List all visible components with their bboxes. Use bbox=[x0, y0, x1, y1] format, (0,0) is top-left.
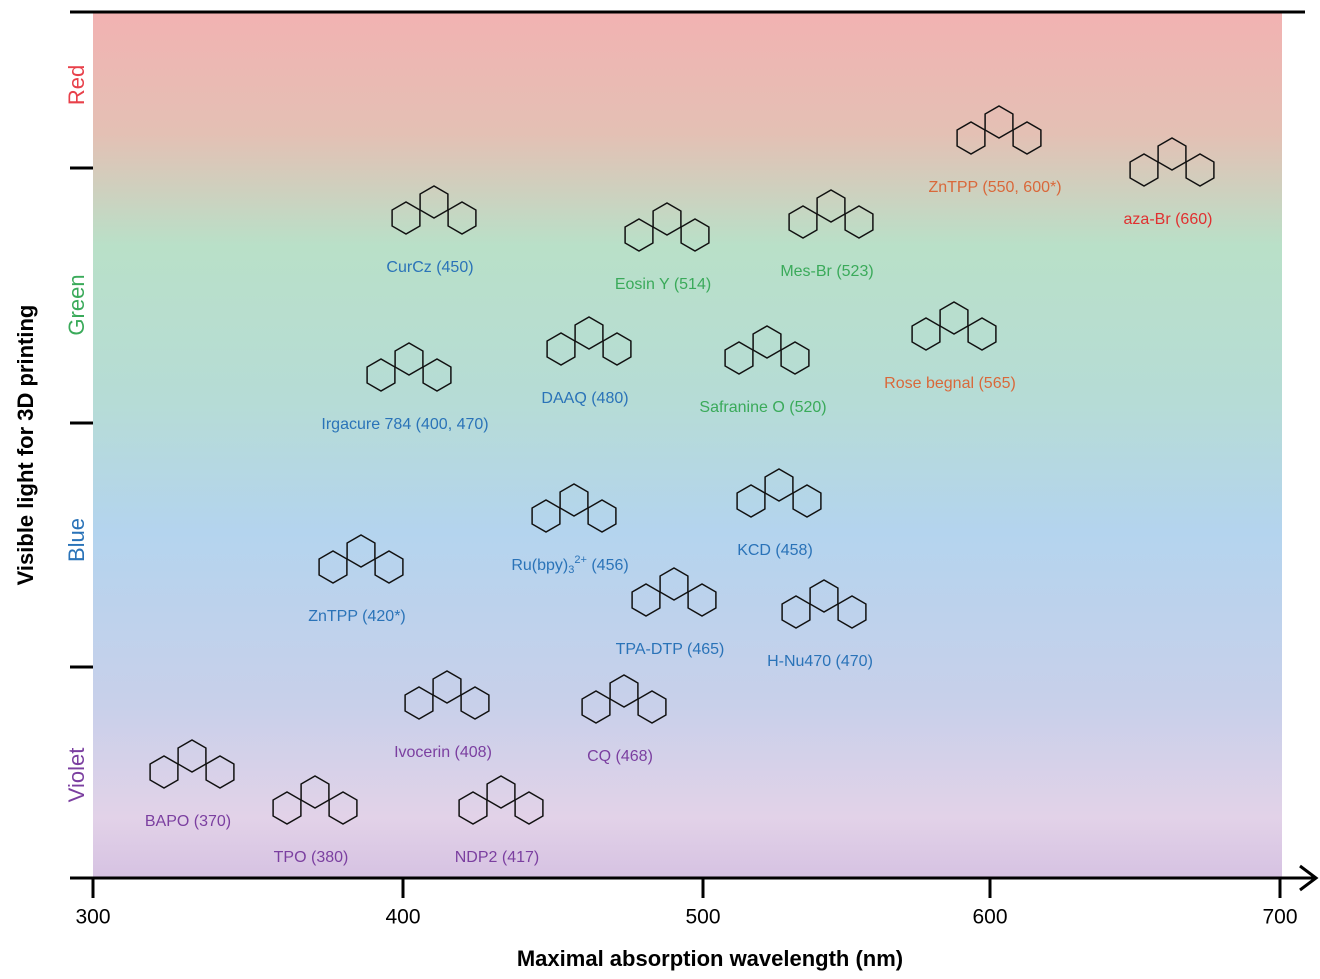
band-label: Violet bbox=[64, 748, 89, 803]
compound-label: ZnTPP (420*) bbox=[308, 608, 406, 625]
compound-label: Irgacure 784 (400, 470) bbox=[321, 416, 488, 433]
compound-label: Safranine O (520) bbox=[699, 399, 826, 416]
label-part: Ru(bpy) bbox=[511, 557, 568, 574]
compound-label: NDP2 (417) bbox=[455, 849, 539, 866]
x-tick-label: 400 bbox=[385, 906, 420, 929]
x-tick-label: 500 bbox=[685, 906, 720, 929]
x-tick-label: 600 bbox=[972, 906, 1007, 929]
band-label: Blue bbox=[64, 518, 89, 562]
compound-label: Ivocerin (408) bbox=[394, 744, 492, 761]
compound-label: TPA-DTP (465) bbox=[616, 641, 725, 658]
compound-label: CurCz (450) bbox=[386, 259, 473, 276]
compound-label: ZnTPP (550, 600*) bbox=[928, 179, 1061, 196]
band-label: Green bbox=[64, 274, 89, 335]
x-tick-label: 300 bbox=[75, 906, 110, 929]
x-axis-title: Maximal absorption wavelength (nm) bbox=[517, 946, 903, 971]
compound-label: Eosin Y (514) bbox=[615, 276, 711, 293]
compound-label: DAAQ (480) bbox=[541, 390, 628, 407]
compound-label: Rose begnal (565) bbox=[884, 375, 1016, 392]
compound-label: KCD (458) bbox=[737, 542, 813, 559]
label-part: 2+ bbox=[574, 554, 587, 566]
figure: Maximal absorption wavelength (nm) Visib… bbox=[0, 0, 1320, 974]
compound-label: TPO (380) bbox=[274, 849, 349, 866]
x-tick-label: 700 bbox=[1262, 906, 1297, 929]
y-axis-title: Visible light for 3D printing bbox=[13, 305, 38, 586]
label-part: (456) bbox=[587, 557, 629, 574]
band-label: Red bbox=[64, 65, 89, 105]
y-ticks bbox=[70, 168, 93, 667]
background bbox=[93, 12, 1282, 878]
compound-label: Mes-Br (523) bbox=[780, 263, 873, 280]
compound-label: H-Nu470 (470) bbox=[767, 653, 873, 670]
compound-label: CQ (468) bbox=[587, 748, 653, 765]
compound-label: aza-Br (660) bbox=[1124, 211, 1213, 228]
compound-label: BAPO (370) bbox=[145, 813, 231, 830]
